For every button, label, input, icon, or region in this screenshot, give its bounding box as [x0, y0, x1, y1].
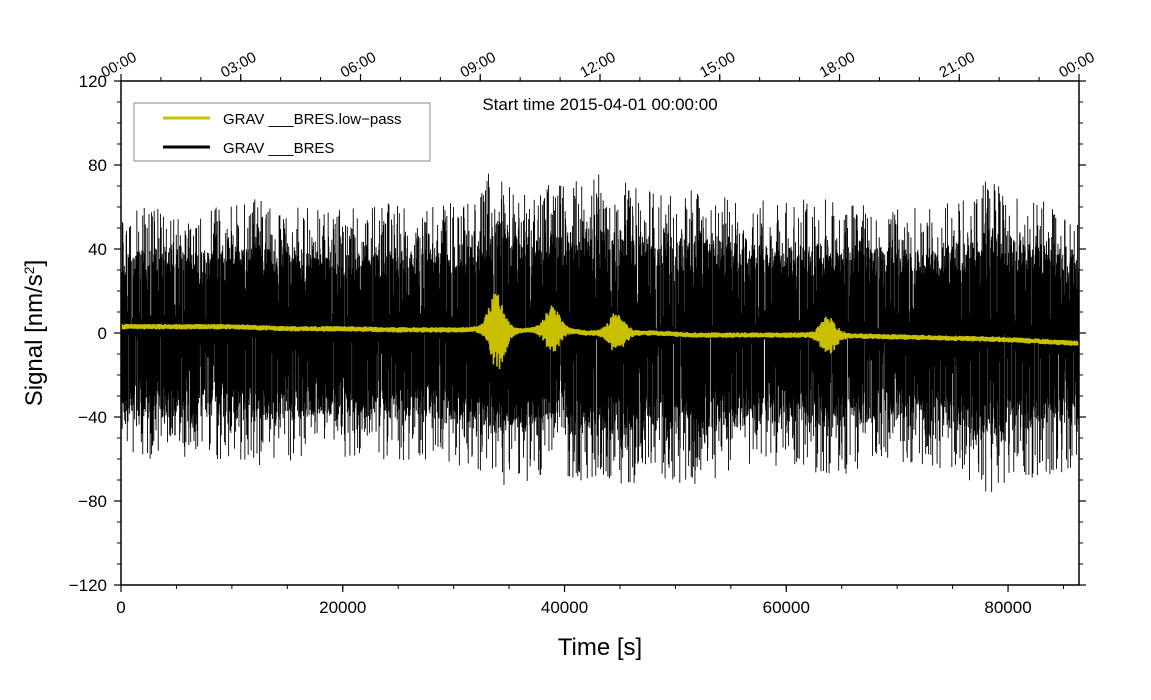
top-tick-label: 09:00: [458, 49, 499, 82]
top-tick-label: 00:00: [98, 49, 139, 82]
top-tick-label: 00:00: [1056, 49, 1097, 82]
top-tick-label: 03:00: [218, 49, 259, 82]
top-tick-label: 21:00: [937, 49, 978, 82]
top-tick-label: 12:00: [577, 49, 618, 82]
y-tick-label: 40: [88, 240, 107, 259]
legend-box: [133, 102, 431, 162]
y-tick-label: −80: [78, 492, 107, 511]
y-tick-label: −40: [78, 408, 107, 427]
y-axis-title-main: Signal [nm/s: [21, 274, 48, 406]
y-tick-labels: −120 −80 −40 0 40 80 120: [69, 72, 107, 595]
legend-label-low-pass: GRAV ___BRES.low−pass: [223, 111, 402, 128]
top-tick-label: 15:00: [697, 49, 738, 82]
y-tick-label: 0: [98, 324, 107, 343]
x-tick-label: 80000: [984, 598, 1031, 617]
x-tick-label: 20000: [319, 598, 366, 617]
x-tick-label: 60000: [763, 598, 810, 617]
top-tick-label: 18:00: [817, 49, 858, 82]
start-time-annotation: Start time 2015-04-01 00:00:00: [482, 95, 717, 114]
x-tick-labels: 0 20000 40000 60000 80000: [116, 598, 1031, 617]
legend: GRAV ___BRES.low−pass GRAV ___BRES: [133, 102, 431, 162]
top-tick-label: 06:00: [338, 49, 379, 82]
y-axis-title-end: ]: [21, 260, 48, 267]
low-pass-signal-line: [120, 293, 1080, 370]
x-tick-label: 0: [116, 598, 125, 617]
y-axis-title-superscript: 2: [21, 266, 37, 274]
top-tick-labels: 00:00 03:00 06:00 09:00 12:00 15:00 18:0…: [98, 49, 1097, 82]
x-axis-title: Time [s]: [558, 634, 642, 661]
y-tick-label: −120: [69, 576, 107, 595]
x-tick-label: 40000: [541, 598, 588, 617]
legend-label-raw: GRAV ___BRES: [223, 140, 334, 157]
tick-layer: [114, 74, 1086, 592]
y-tick-label: 120: [79, 72, 107, 91]
y-axis-title: Signal [nm/s2]: [21, 260, 48, 407]
y-tick-label: 80: [88, 156, 107, 175]
